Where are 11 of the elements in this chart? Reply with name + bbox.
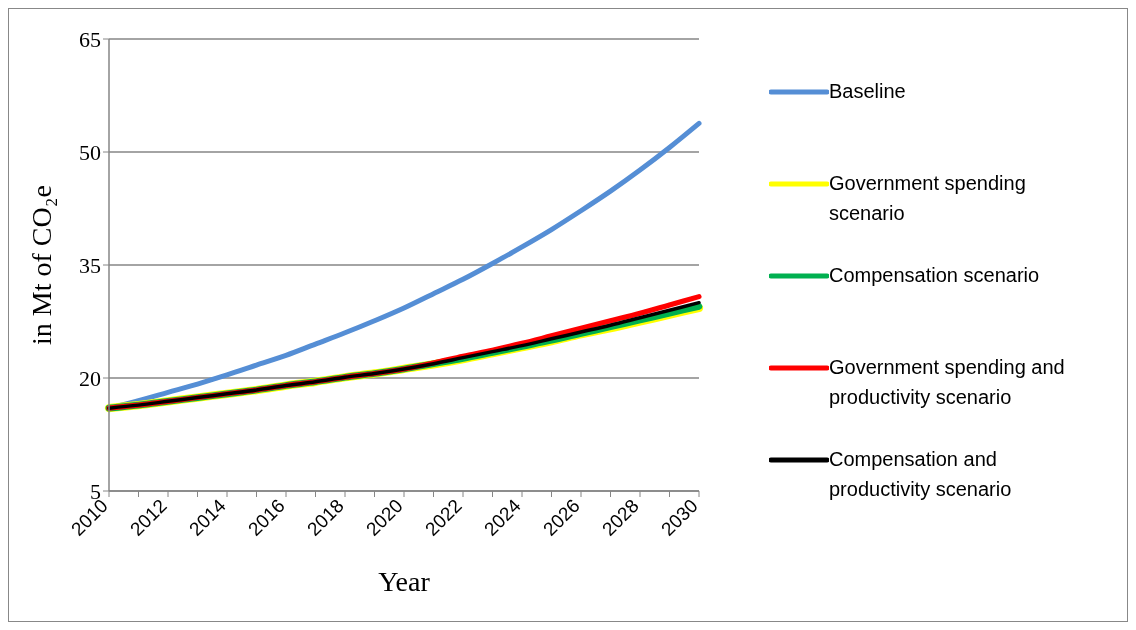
legend-label: Compensation and productivity scenario <box>829 447 1013 502</box>
legend-label: Compensation scenario <box>829 263 1040 288</box>
legend-label: Baseline <box>829 79 906 104</box>
x-axis-title: Year <box>378 566 431 597</box>
legend-label: Government spending and productivity scenario <box>829 355 1066 410</box>
y-tick-label: 35 <box>79 252 101 278</box>
y-tick-label: 50 <box>79 139 101 165</box>
y-tick-label: 20 <box>79 365 101 391</box>
y-tick-label: 65 <box>79 26 101 52</box>
legend-label: Government spending scenario <box>829 171 1027 226</box>
y-axis-title: in Mt of CO₂e <box>26 185 57 345</box>
